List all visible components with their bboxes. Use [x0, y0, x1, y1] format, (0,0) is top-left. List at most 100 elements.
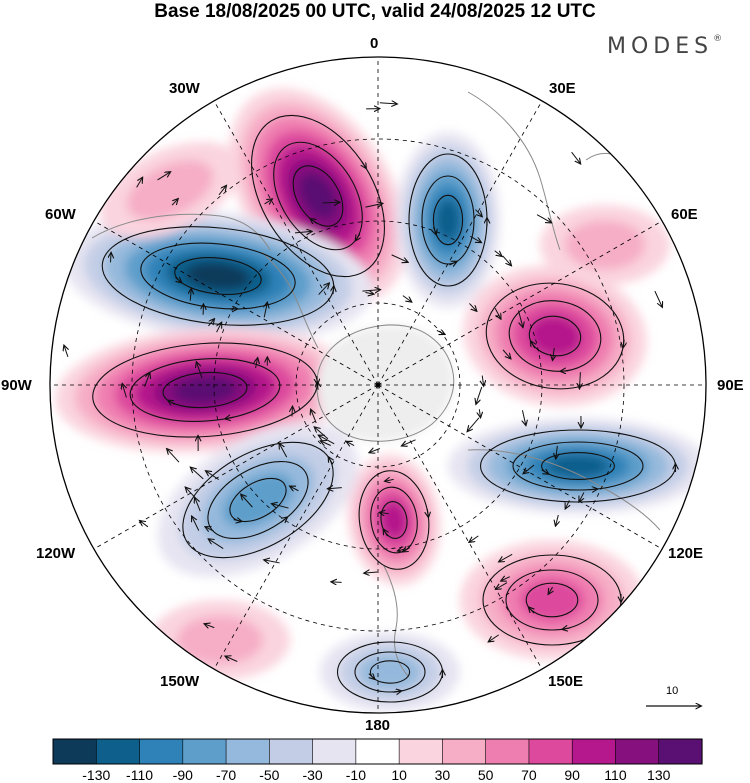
wind-vector	[523, 464, 535, 473]
lon-label-60e: 60E	[671, 206, 698, 223]
wind-vector	[192, 516, 200, 531]
south-pole-marker	[375, 382, 381, 388]
lobe-high-south-atlantic-streamline-arrow-3	[310, 217, 318, 225]
lobe-low-south-america-streamline-arrow-1	[333, 286, 334, 295]
wind-vector	[314, 427, 329, 440]
wind-vector	[402, 439, 416, 446]
wind-vector	[476, 386, 483, 404]
wind-vector	[264, 560, 280, 563]
antarctic-peninsula-coast	[261, 251, 319, 349]
wind-vector	[571, 151, 581, 163]
lon-label-30e: 30E	[549, 80, 576, 97]
lon-label-30w: 30W	[169, 80, 200, 97]
wind-vector	[391, 254, 408, 262]
wind-vector	[144, 373, 150, 387]
colorbar-tick-label: 30	[434, 767, 451, 783]
lobe-high-far-pacific-level-2	[176, 615, 264, 665]
wind-vector	[190, 289, 191, 301]
lon-label-0: 0	[370, 35, 379, 52]
wind-vector	[205, 527, 214, 531]
wind-vector	[499, 553, 513, 561]
wind-vector	[111, 253, 112, 263]
lobe-low-south-atlantic-streamline-arrow-2	[449, 262, 457, 265]
wind-vector	[319, 435, 335, 445]
lobe-low-southern-ocean-east-streamline-2	[512, 441, 644, 491]
wind-vector	[294, 231, 312, 232]
colorbar-tick-label: -30	[302, 767, 323, 783]
lon-label-150e: 150E	[548, 673, 584, 690]
lobe-high-southeast-pacific-streamline-arrow-2	[225, 417, 234, 418]
modes-logo: MODES®	[607, 34, 722, 59]
lobe-low-southern-ocean-east-streamline-arrow-2	[589, 489, 597, 490]
wind-vector	[122, 384, 126, 398]
wind-vector	[256, 358, 258, 369]
wind-vector	[208, 319, 214, 327]
wind-vector	[379, 103, 397, 104]
meridian-line-210	[213, 384, 379, 670]
wind-vector	[494, 250, 502, 256]
lobe-high-indian-ocean-streamline-arrow-2	[560, 370, 569, 373]
lobe-high-tasman-streamline-2	[505, 569, 599, 631]
meridian-line-330	[213, 100, 379, 386]
lobe-low-south-pacific-streamline-2	[354, 651, 426, 693]
colorbar-tick-label: -110	[126, 767, 154, 783]
wind-vector	[502, 349, 511, 359]
wind-vector	[321, 441, 331, 445]
coastlines	[91, 91, 661, 677]
wind-vector	[536, 214, 551, 223]
wind-vector	[279, 444, 288, 458]
lobe-high-south-atlantic-streamline-3	[292, 165, 344, 227]
lobe-low-south-pacific-streamline-3	[369, 660, 411, 684]
wind-vector	[328, 488, 342, 489]
lobe-high-south-atlantic-streamline-arrow-2	[354, 233, 362, 241]
wind-vector	[467, 417, 480, 431]
africa-coast	[467, 91, 561, 251]
wind-vector	[565, 500, 569, 508]
wind-vector	[380, 512, 389, 513]
lobe-high-southwest-atlantic-level-2	[126, 160, 214, 220]
lobe-high-southeast-pacific-streamline-3	[162, 371, 248, 409]
wind-vector	[469, 535, 479, 542]
lobe-high-ross-sea-streamline-3	[380, 501, 408, 539]
wind-vector	[553, 347, 555, 360]
wind-vector	[195, 498, 201, 512]
wind-vector	[489, 634, 499, 642]
colorbar-tick-label: 50	[477, 767, 494, 783]
lon-label-120w: 120W	[36, 545, 76, 562]
map-boundary-circle	[49, 56, 707, 714]
wind-vector	[171, 199, 178, 206]
lobe-low-south-atlantic-level-6	[435, 198, 461, 242]
lobe-high-ross-sea-streamline-arrow-1	[427, 509, 428, 517]
wind-vector	[475, 209, 482, 217]
wind-vector	[522, 410, 525, 425]
wind-vector	[364, 572, 378, 573]
wind-vector	[548, 586, 552, 594]
lobe-high-ross-sea-streamline-arrow-2	[402, 548, 411, 552]
reference-vector-label: 10	[666, 685, 679, 697]
lon-label-90e: 90E	[717, 377, 744, 394]
colorbar-tick-label: 70	[521, 767, 537, 783]
wind-vector	[216, 323, 222, 333]
wind-vector	[322, 202, 339, 203]
wind-vector	[398, 549, 406, 551]
wind-vector	[556, 445, 558, 459]
colorbar-tick-label: 90	[564, 767, 580, 783]
wind-vector	[482, 375, 483, 386]
wind-vector	[365, 203, 383, 207]
wind-vector	[502, 255, 511, 266]
wind-vector	[470, 235, 481, 242]
wind-vector	[205, 624, 215, 628]
latitude-circle-3	[131, 138, 625, 632]
colorbar-tick-label: 130	[647, 767, 671, 783]
lobe-high-indian-ocean-streamline-arrow-1	[623, 339, 624, 348]
wind-vector	[272, 504, 289, 509]
lobe-high-south-atlantic-streamline-2	[273, 141, 363, 251]
colorbar-tick-label: -10	[345, 767, 366, 783]
wind-vector	[241, 494, 253, 508]
colorbar-tick-label: -130	[82, 767, 111, 783]
south-america-coast	[91, 213, 271, 251]
lobe-low-south-america-streamline-2	[140, 242, 296, 310]
lobe-high-indian-ocean-streamline-arrow-3	[530, 341, 536, 349]
australia-coast	[467, 449, 661, 531]
